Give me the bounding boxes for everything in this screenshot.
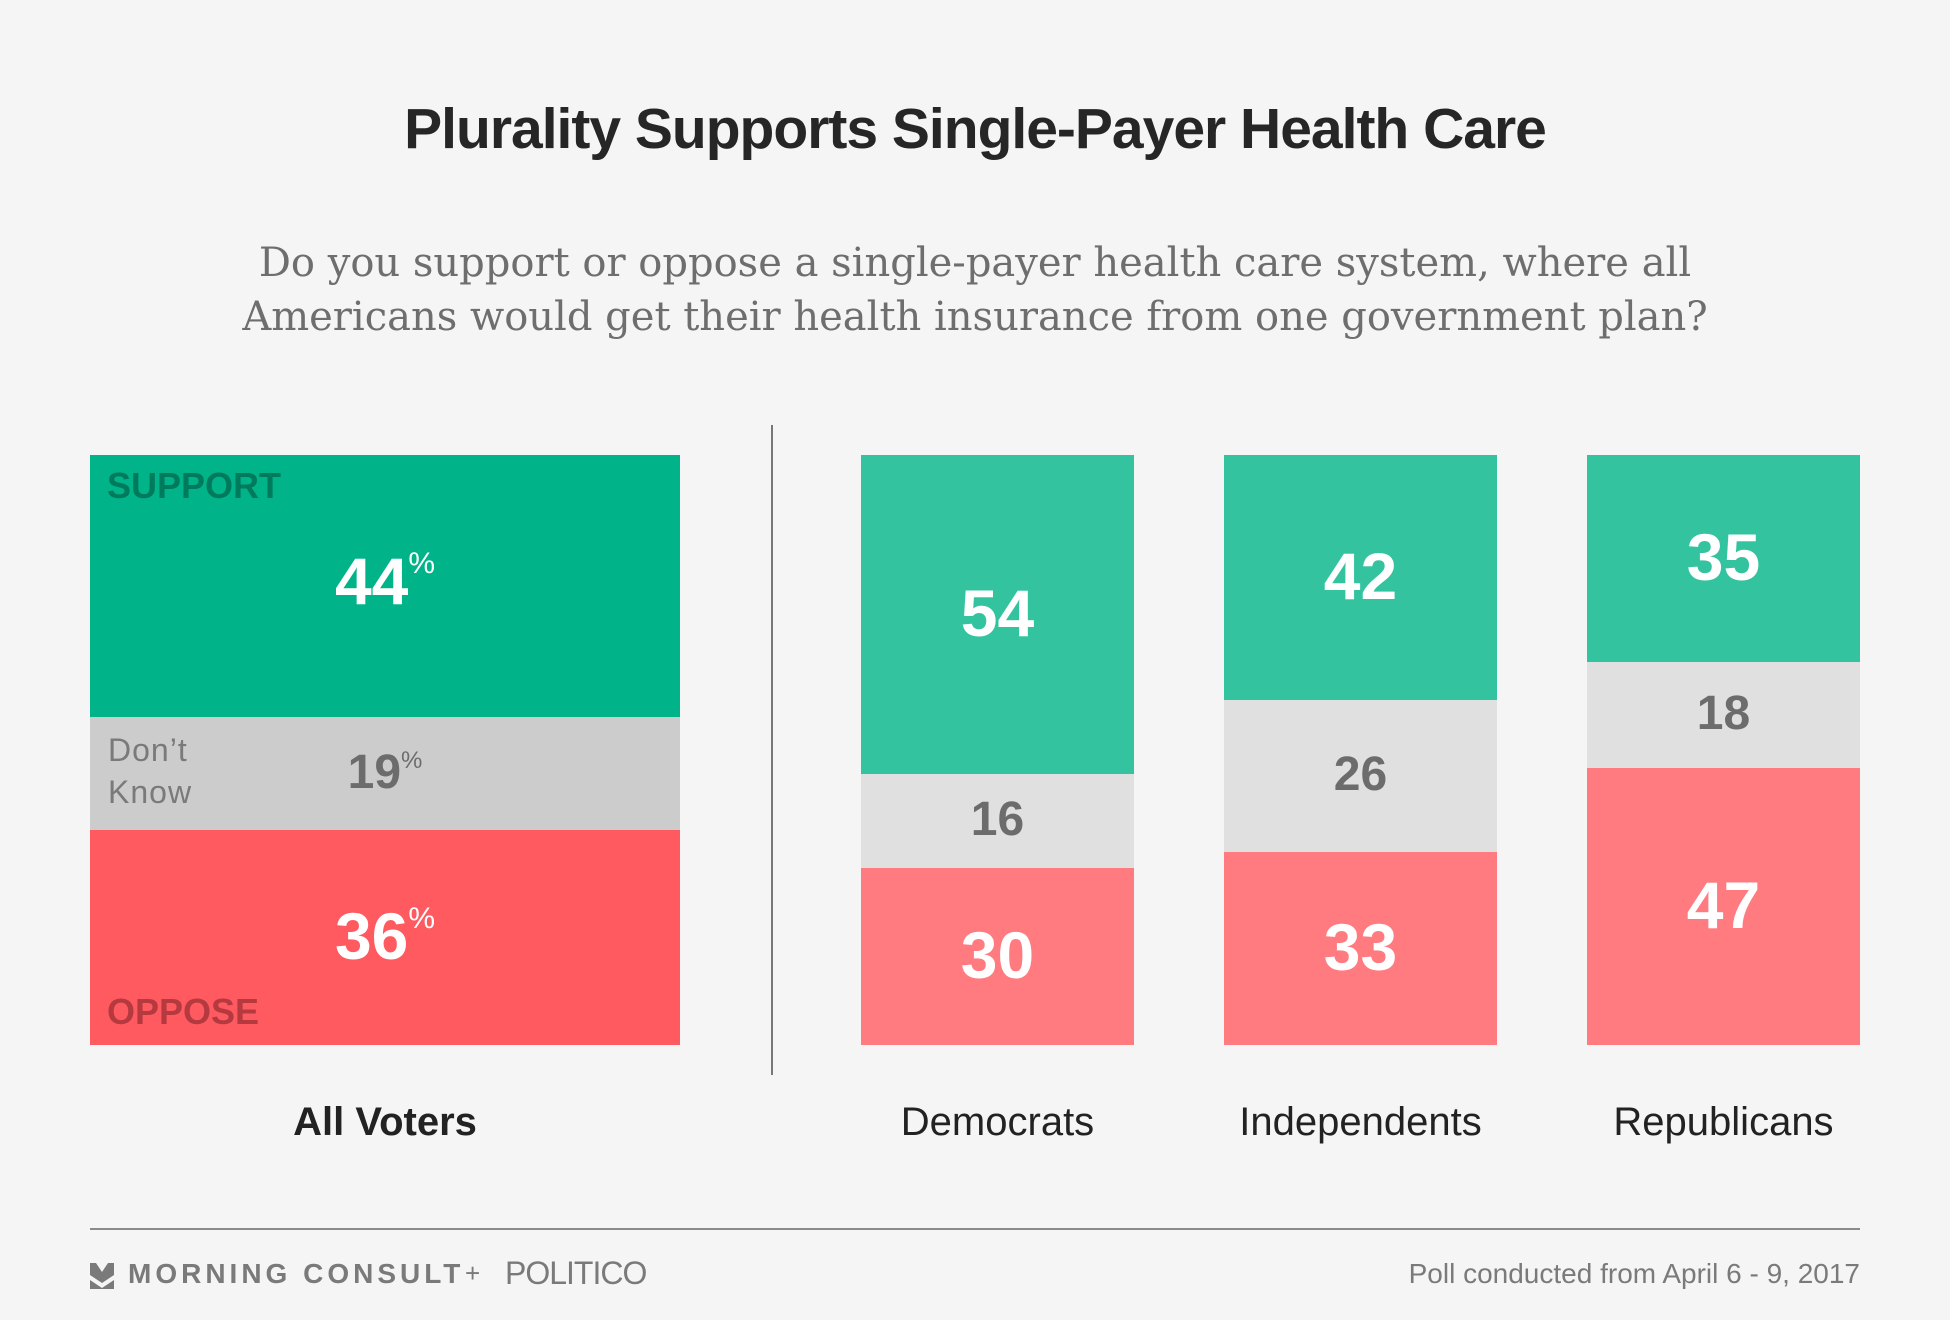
- democrats-support-value: 54: [960, 575, 1035, 650]
- independents-support-value: 42: [1323, 539, 1398, 614]
- chart-subtitle: Do you support or oppose a single-payer …: [200, 236, 1750, 344]
- dontknow-line-2: Know: [108, 774, 193, 811]
- republicans-dontknow-value: 18: [1696, 686, 1751, 740]
- percent-sign: %: [408, 547, 436, 580]
- category-label-democrats: Democrats: [900, 1100, 1095, 1144]
- footer-brand: MORNING CONSULT: [128, 1258, 465, 1289]
- all-voters-dontknow-value: 19%: [90, 745, 680, 800]
- category-label-republicans: Republicans: [1613, 1100, 1834, 1144]
- category-label-all-voters: All Voters: [293, 1100, 477, 1144]
- value-number: 36: [334, 899, 409, 974]
- democrats-dontknow-segment: 16: [861, 773, 1134, 868]
- percent-sign: %: [408, 902, 436, 936]
- independents-dontknow-value: 26: [1333, 748, 1388, 802]
- footer-rule: [90, 1228, 1860, 1230]
- dontknow-line-1: Don’t: [108, 732, 188, 769]
- independents-support-segment: 42: [1224, 455, 1497, 701]
- republicans-dontknow-segment: 18: [1587, 661, 1860, 768]
- all-voters-oppose-segment: 36% OPPOSE: [90, 830, 680, 1045]
- independents-oppose-segment: 33: [1224, 852, 1497, 1045]
- value-number: 44: [334, 544, 409, 618]
- subtitle-line-2: Americans would get their health insuran…: [242, 294, 1708, 340]
- percent-sign: %: [401, 747, 423, 775]
- footer-partner: POLITICO: [505, 1255, 647, 1291]
- republicans-oppose-segment: 47: [1587, 767, 1860, 1045]
- morning-consult-logo-icon: [90, 1263, 114, 1289]
- republicans-support-value: 35: [1686, 519, 1761, 594]
- category-label-independents: Independents: [1239, 1100, 1482, 1144]
- footer-note: Poll conducted from April 6 - 9, 2017: [1408, 1258, 1860, 1289]
- independents-oppose-value: 33: [1323, 910, 1398, 984]
- democrats-dontknow-value: 16: [970, 792, 1025, 846]
- subtitle-line-1: Do you support or oppose a single-payer …: [258, 240, 1692, 286]
- all-voters-dontknow-segment: Don’t Know 19%: [90, 717, 680, 831]
- all-voters-support-value: 44%: [90, 543, 680, 619]
- oppose-tag: OPPOSE: [107, 990, 260, 1032]
- republicans-oppose-value: 47: [1686, 867, 1761, 942]
- democrats-support-segment: 54: [861, 455, 1134, 774]
- value-number: 19: [347, 746, 402, 800]
- dontknow-tag: Don’t Know: [108, 729, 192, 813]
- democrats-oppose-segment: 30: [861, 868, 1134, 1045]
- all-voters-support-segment: SUPPORT 44%: [90, 455, 680, 718]
- support-tag: SUPPORT: [107, 465, 282, 506]
- republicans-support-segment: 35: [1587, 455, 1860, 662]
- chart-title: Plurality Supports Single-Payer Health C…: [404, 97, 1547, 161]
- all-voters-oppose-value: 36%: [90, 898, 680, 974]
- independents-dontknow-segment: 26: [1224, 700, 1497, 853]
- footer-plus: +: [465, 1258, 481, 1288]
- democrats-oppose-value: 30: [960, 917, 1035, 992]
- section-divider: [771, 425, 773, 1075]
